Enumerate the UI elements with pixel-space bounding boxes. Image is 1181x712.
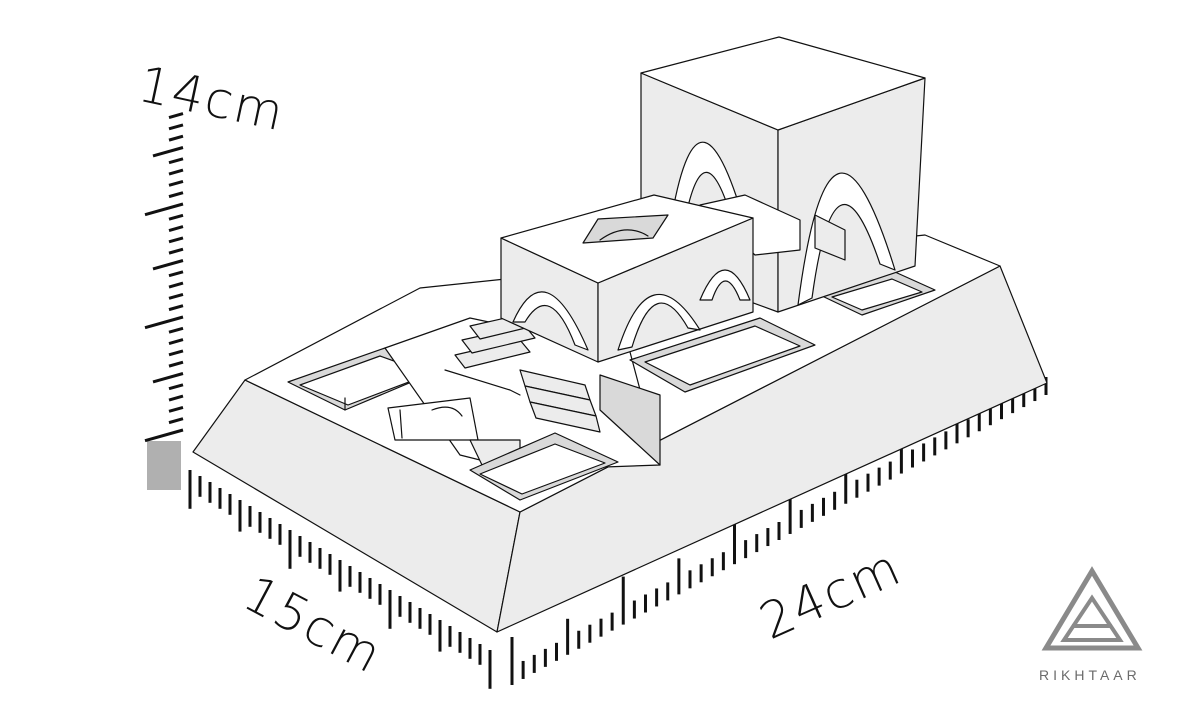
inner-block — [814, 214, 846, 261]
height-ruler-tick — [168, 281, 184, 289]
back-pit-floor — [831, 278, 923, 311]
height-ruler-tick — [168, 225, 184, 232]
height-ruler-tick — [168, 112, 184, 119]
right-courtyard — [629, 317, 816, 393]
height-ruler-tick — [152, 259, 184, 271]
front-pit — [469, 432, 619, 501]
height-ruler-tick — [168, 292, 184, 300]
height-ruler-tick — [168, 326, 184, 334]
height-ruler-tick — [168, 134, 184, 142]
height-ruler-tick — [168, 349, 184, 357]
height-ruler-tick — [168, 213, 184, 221]
width-dimension-label: 15cm — [234, 564, 392, 685]
height-ruler — [144, 112, 184, 490]
front-pit-floor — [479, 443, 606, 495]
height-ruler-tick — [168, 123, 184, 131]
length-dimension-label: 24cm — [751, 538, 910, 651]
triangle-logo-icon — [1041, 566, 1143, 651]
height-ruler-tick — [144, 315, 184, 330]
height-ruler-tick — [168, 247, 184, 255]
small-arched-cube — [500, 194, 754, 363]
height-ruler-tick — [168, 179, 184, 187]
right-pit-floor — [644, 325, 801, 386]
height-ruler-tick — [168, 157, 184, 165]
height-ruler-tick — [168, 383, 184, 391]
height-ruler-tick — [168, 270, 184, 278]
small-cube-arch-right — [699, 269, 751, 301]
height-ruler-tick — [144, 202, 184, 217]
brand-name: RIKHTAAR — [1039, 667, 1141, 683]
height-ruler-tick — [152, 146, 184, 158]
height-ruler-tick — [168, 236, 184, 244]
height-ruler-tick — [168, 405, 184, 413]
lower-staircase — [519, 369, 601, 433]
skylight-inner-arch — [599, 229, 649, 241]
height-ruler-tick — [168, 360, 184, 368]
height-dimension-label: 14cm — [134, 55, 291, 142]
tall-cube-top — [640, 36, 926, 131]
scale-marker-square — [147, 441, 181, 490]
height-ruler-tick — [168, 394, 184, 402]
width-ruler — [188, 470, 492, 689]
height-ruler-tick — [144, 428, 184, 443]
height-ruler-ticks — [144, 112, 184, 443]
skylight-opening — [582, 214, 669, 244]
height-ruler-tick — [168, 191, 184, 199]
height-ruler-tick — [168, 168, 184, 176]
height-ruler-tick — [168, 338, 184, 345]
brand-logo: RIKHTAAR — [1039, 566, 1143, 683]
height-ruler-tick — [168, 417, 184, 425]
small-cube-arch-middle — [617, 293, 701, 351]
height-ruler-tick — [152, 372, 184, 384]
small-cube-arch-left — [512, 291, 589, 351]
height-ruler-tick — [168, 304, 184, 312]
ravine-wall-right — [599, 374, 661, 466]
